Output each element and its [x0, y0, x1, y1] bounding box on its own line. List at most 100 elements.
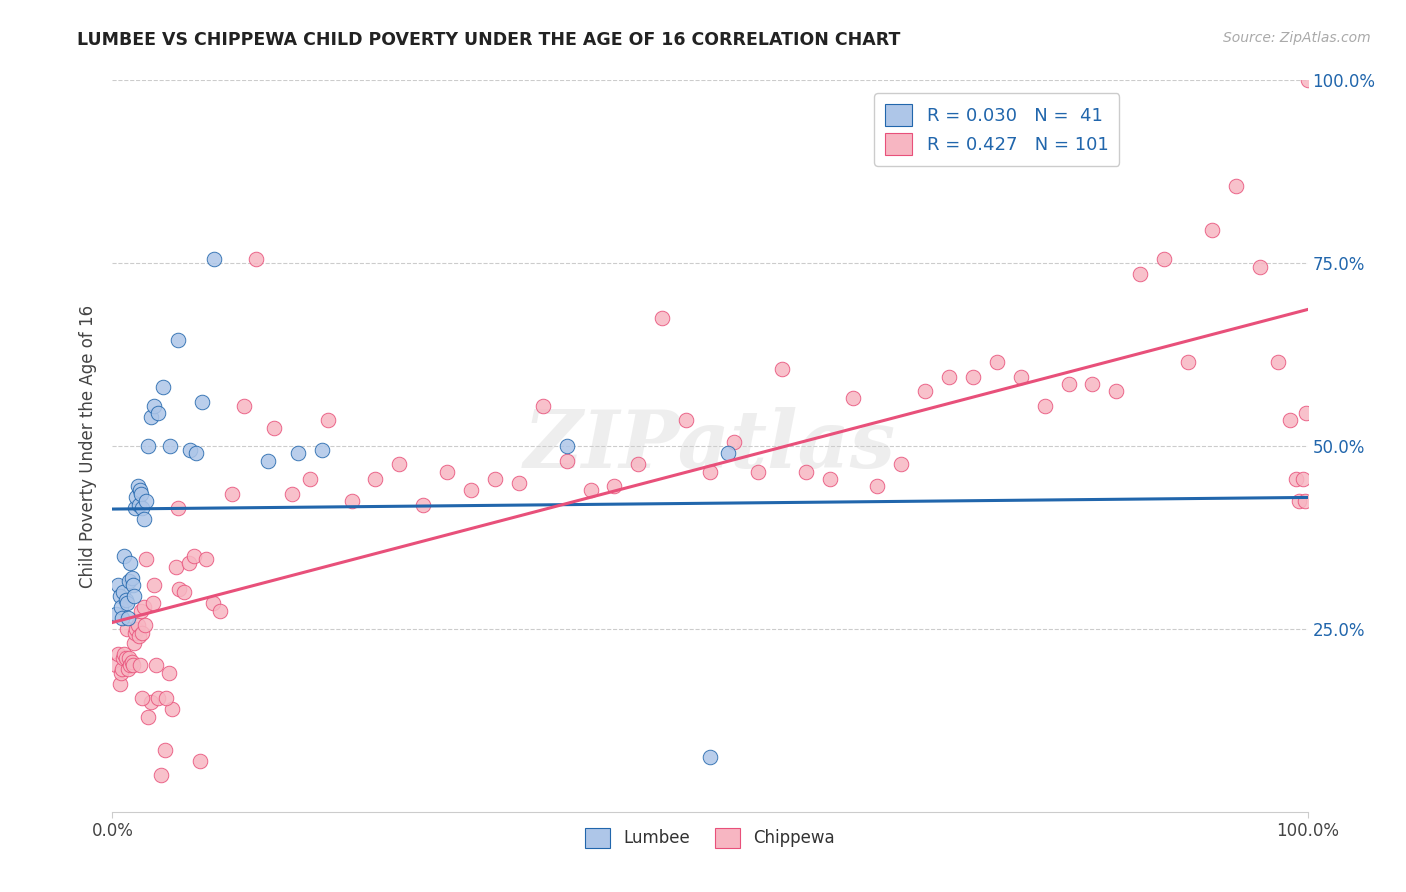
Point [146, 691, 169, 706]
Text: ZIPatlas: ZIPatlas [524, 408, 896, 484]
Point [986, 355, 1008, 369]
Point [818, 472, 841, 486]
Point [134, 618, 156, 632]
Point [1249, 260, 1271, 274]
Point [132, 512, 155, 526]
Point [1153, 252, 1175, 267]
Point [233, 399, 256, 413]
Point [1177, 355, 1199, 369]
Point [173, 585, 195, 599]
Point [388, 457, 411, 471]
Point [150, 768, 173, 782]
Point [245, 252, 267, 267]
Point [114, 651, 136, 665]
Point [139, 409, 162, 424]
Point [114, 549, 135, 563]
Point [167, 501, 190, 516]
Point [117, 611, 139, 625]
Point [162, 702, 183, 716]
Point [105, 607, 128, 622]
Point [1278, 413, 1301, 427]
Point [364, 472, 387, 486]
Point [1225, 179, 1247, 194]
Point [316, 413, 339, 427]
Point [770, 362, 793, 376]
Point [129, 486, 152, 500]
Point [124, 625, 146, 640]
Point [111, 611, 134, 625]
Y-axis label: Child Poverty Under the Age of 16: Child Poverty Under the Age of 16 [79, 304, 97, 588]
Point [111, 662, 134, 676]
Point [177, 556, 200, 570]
Point [112, 585, 135, 599]
Point [122, 589, 145, 603]
Point [108, 589, 131, 603]
Point [651, 310, 673, 325]
Point [603, 479, 626, 493]
Point [1294, 494, 1316, 508]
Text: LUMBEE VS CHIPPEWA CHILD POVERTY UNDER THE AGE OF 16 CORRELATION CHART: LUMBEE VS CHIPPEWA CHILD POVERTY UNDER T… [77, 31, 901, 49]
Point [138, 439, 160, 453]
Legend: Lumbee, Chippewa: Lumbee, Chippewa [578, 821, 842, 855]
Point [121, 571, 143, 585]
Point [114, 648, 135, 662]
Point [143, 578, 166, 592]
Point [131, 501, 153, 516]
Point [1010, 369, 1032, 384]
Point [1105, 384, 1128, 399]
Point [340, 494, 363, 508]
Point [1285, 472, 1308, 486]
Point [1081, 376, 1104, 391]
Point [153, 742, 176, 756]
Point [115, 596, 138, 610]
Point [699, 465, 721, 479]
Point [121, 658, 143, 673]
Point [1267, 355, 1289, 369]
Point [717, 446, 740, 460]
Point [108, 676, 131, 690]
Point [202, 252, 225, 267]
Point [747, 465, 769, 479]
Point [107, 578, 129, 592]
Point [143, 399, 166, 413]
Point [866, 479, 889, 493]
Point [122, 636, 145, 650]
Point [139, 695, 162, 709]
Point [186, 446, 208, 460]
Point [159, 439, 181, 453]
Point [167, 333, 190, 347]
Point [121, 655, 143, 669]
Point [436, 465, 458, 479]
Point [1295, 406, 1317, 420]
Point [135, 552, 157, 566]
Point [169, 582, 191, 596]
Point [675, 413, 697, 427]
Point [201, 596, 224, 610]
Point [128, 629, 150, 643]
Point [188, 754, 211, 768]
Point [110, 665, 132, 680]
Point [120, 556, 142, 570]
Point [146, 406, 169, 420]
Point [115, 622, 138, 636]
Point [579, 483, 602, 497]
Point [281, 486, 304, 500]
Point [555, 439, 578, 453]
Point [914, 384, 936, 399]
Point [1033, 399, 1056, 413]
Point [183, 549, 205, 563]
Point [460, 483, 482, 497]
Point [165, 559, 187, 574]
Point [194, 552, 217, 566]
Text: Source: ZipAtlas.com: Source: ZipAtlas.com [1223, 31, 1371, 45]
Point [1201, 223, 1223, 237]
Point [508, 475, 530, 490]
Point [298, 472, 321, 486]
Point [1288, 494, 1310, 508]
Point [221, 486, 243, 500]
Point [155, 691, 177, 706]
Point [1129, 267, 1152, 281]
Point [135, 494, 157, 508]
Point [129, 603, 152, 617]
Point [105, 658, 128, 673]
